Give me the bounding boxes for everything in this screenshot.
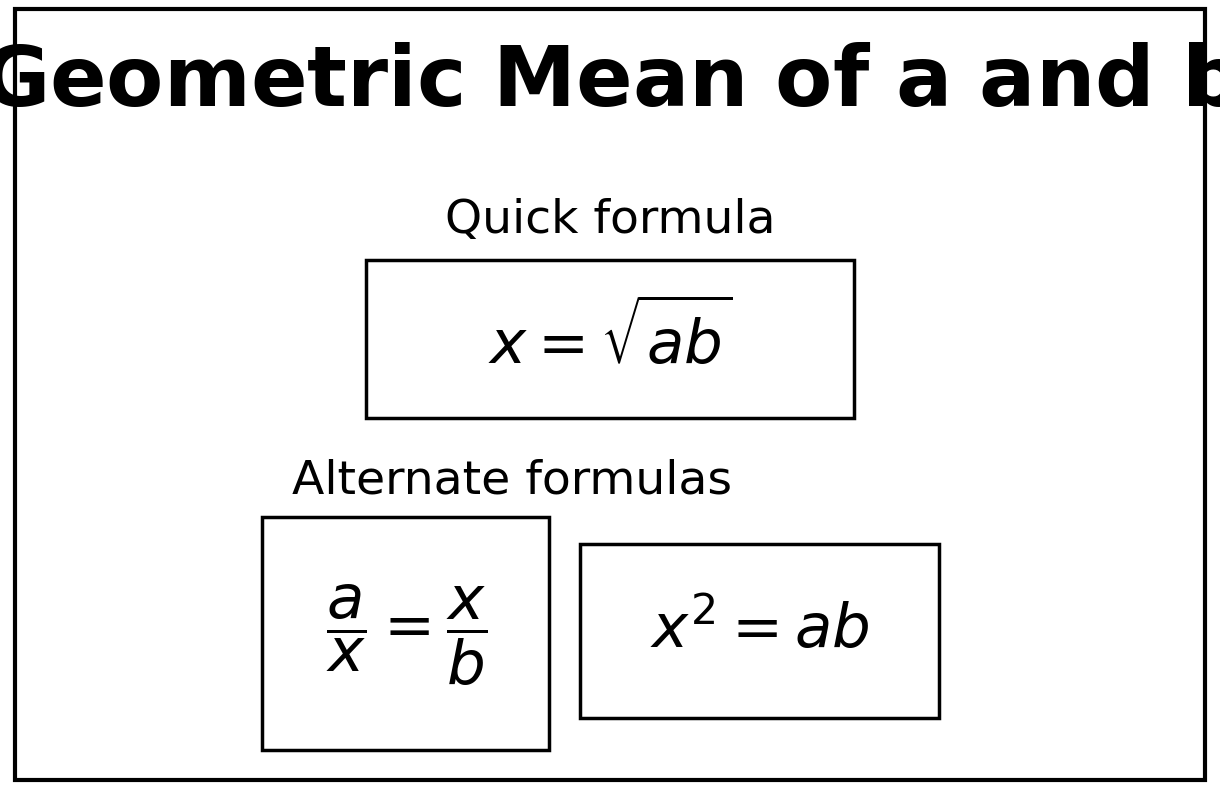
FancyBboxPatch shape xyxy=(366,260,854,418)
Text: Alternate formulas: Alternate formulas xyxy=(293,458,732,504)
Text: $x^2 = ab$: $x^2 = ab$ xyxy=(650,601,870,661)
Text: $\mathbf{Geometric\ Mean\ of}\ \mathit{\mathbf{a}}\ \mathbf{and}\ \mathit{\mathb: $\mathbf{Geometric\ Mean\ of}\ \mathit{\… xyxy=(0,43,1220,123)
FancyBboxPatch shape xyxy=(580,544,939,718)
Text: $\dfrac{a}{x} = \dfrac{x}{b}$: $\dfrac{a}{x} = \dfrac{x}{b}$ xyxy=(326,582,487,688)
FancyBboxPatch shape xyxy=(262,517,549,750)
Text: $x = \sqrt{ab}$: $x = \sqrt{ab}$ xyxy=(488,301,732,377)
Text: Quick formula: Quick formula xyxy=(445,198,775,244)
FancyBboxPatch shape xyxy=(15,9,1205,780)
